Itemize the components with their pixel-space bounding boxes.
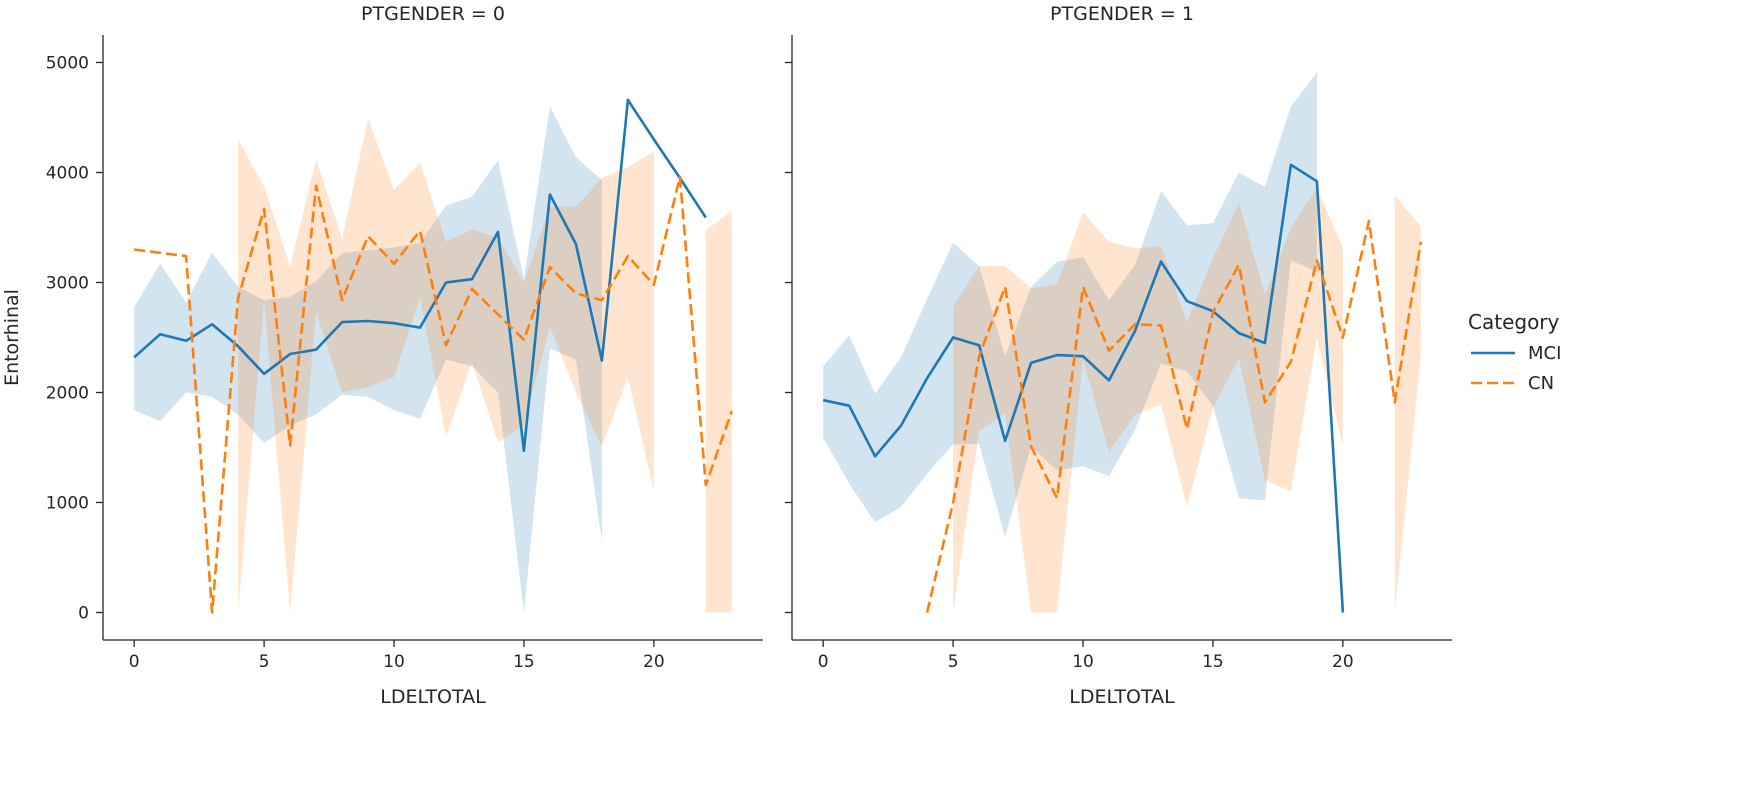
ci-band-cn-1 xyxy=(1394,195,1421,613)
y-tick-label: 1000 xyxy=(46,494,89,514)
series-line-cn xyxy=(925,219,1423,613)
panel-title: PTGENDER = 1 xyxy=(1050,3,1194,25)
panel-1: PTGENDER = 1 0 5 10 15 20 LDELTOTAL xyxy=(785,3,1452,708)
x-axis-label: LDELTOTAL xyxy=(380,686,486,708)
series-line-cn xyxy=(134,175,734,614)
y-tick-label: 4000 xyxy=(46,164,89,184)
y-tick-label: 2000 xyxy=(46,384,89,404)
ci-band-mci-0 xyxy=(134,106,602,613)
panel-0: PTGENDER = 0 0 5 10 15 20 0 1000 2000 3000 4000 500… xyxy=(1,3,763,708)
x-axis-label: LDELTOTAL xyxy=(1069,686,1175,708)
y-axis-label: Entorhinal xyxy=(1,289,23,386)
x-tick-label: 5 xyxy=(259,652,270,672)
y-tick-label: 5000 xyxy=(46,54,89,74)
x-tick-label: 20 xyxy=(1332,652,1354,672)
x-tick-label: 0 xyxy=(129,652,140,672)
ci-band-mci-0 xyxy=(823,72,1317,537)
x-tick-label: 10 xyxy=(1072,652,1094,672)
legend-label-cn: CN xyxy=(1528,373,1554,394)
x-tick-label: 5 xyxy=(948,652,959,672)
ci-band-cn-0 xyxy=(953,187,1343,613)
ci-band-cn-0 xyxy=(238,118,654,613)
y-tick-label: 3000 xyxy=(46,274,89,294)
series-line-mci xyxy=(822,163,1345,613)
x-tick-label: 10 xyxy=(383,652,405,672)
x-tick-label: 15 xyxy=(513,652,535,672)
legend-label-mci: MCI xyxy=(1528,343,1561,364)
x-tick-label: 20 xyxy=(643,652,665,672)
y-tick-label: 0 xyxy=(78,604,89,624)
panels: PTGENDER = 0 0 5 10 15 20 0 1000 2000 3000 4000 500… xyxy=(1,3,1452,708)
series-line-mci xyxy=(133,98,707,453)
panel-title: PTGENDER = 0 xyxy=(361,3,505,25)
ci-band-cn-1 xyxy=(705,211,732,613)
legend: Category MCI CN xyxy=(1468,310,1561,394)
x-tick-label: 15 xyxy=(1202,652,1224,672)
legend-title: Category xyxy=(1468,310,1560,334)
x-tick-label: 0 xyxy=(818,652,829,672)
